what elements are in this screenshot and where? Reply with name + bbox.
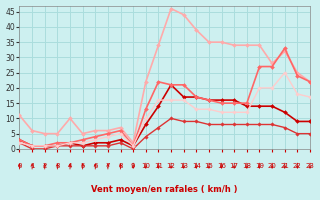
X-axis label: Vent moyen/en rafales ( km/h ): Vent moyen/en rafales ( km/h ) [92, 185, 238, 194]
